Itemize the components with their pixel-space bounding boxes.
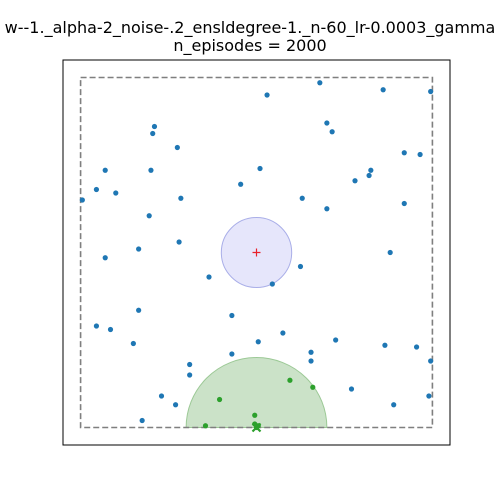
data-point-blue xyxy=(187,361,193,368)
data-point-green xyxy=(310,384,316,390)
data-point-blue xyxy=(417,151,423,158)
data-point-green xyxy=(287,377,293,383)
data-point-blue xyxy=(428,358,434,364)
data-point-blue xyxy=(229,312,235,319)
data-point-blue xyxy=(136,246,142,252)
data-point-blue xyxy=(229,351,235,357)
data-point-blue xyxy=(297,263,304,270)
data-point-blue xyxy=(428,88,434,95)
data-point-blue xyxy=(102,167,108,173)
data-point-blue xyxy=(401,150,407,156)
data-point-blue xyxy=(79,197,85,203)
data-point-blue xyxy=(333,337,339,343)
start-x-marker xyxy=(251,422,262,433)
data-point-blue xyxy=(401,200,407,207)
data-point-blue xyxy=(366,172,372,179)
data-point-blue xyxy=(150,130,156,137)
data-point-blue xyxy=(308,358,314,364)
data-point-blue xyxy=(178,195,184,201)
data-point-blue xyxy=(380,87,386,93)
data-point-green xyxy=(252,412,258,418)
data-point-blue xyxy=(187,372,193,378)
data-point-blue xyxy=(387,249,393,256)
data-point-green xyxy=(202,423,209,429)
data-point-blue xyxy=(151,123,158,130)
data-point-blue xyxy=(348,386,355,392)
data-point-blue xyxy=(174,144,180,151)
data-point-blue xyxy=(352,178,358,184)
data-point-blue xyxy=(426,393,432,399)
data-point-blue xyxy=(324,206,330,212)
data-point-blue xyxy=(264,92,270,98)
data-point-blue xyxy=(238,181,244,187)
data-point-blue xyxy=(317,80,323,86)
data-point-blue xyxy=(148,167,154,173)
data-point-blue xyxy=(255,339,261,345)
data-point-blue xyxy=(324,120,330,126)
data-point-blue xyxy=(139,417,145,424)
data-point-green xyxy=(216,396,223,403)
data-point-blue xyxy=(107,326,114,333)
data-point-blue xyxy=(93,323,100,329)
data-point-blue xyxy=(206,274,212,280)
data-point-blue xyxy=(93,186,100,193)
data-point-blue xyxy=(308,349,314,355)
data-point-blue xyxy=(176,239,182,245)
data-point-blue xyxy=(113,190,119,196)
chart-title-line-1: w--1._alpha-2_noise-.2_ensldegree-1._n-6… xyxy=(4,18,496,37)
start-region xyxy=(185,357,328,428)
data-point-blue xyxy=(391,402,397,408)
data-point-blue xyxy=(130,340,136,347)
data-point-blue xyxy=(136,307,142,313)
data-point-blue xyxy=(172,402,179,408)
data-point-blue xyxy=(382,342,388,348)
data-point-blue xyxy=(257,165,263,172)
goal-plus-marker xyxy=(252,248,261,257)
data-point-blue xyxy=(269,281,275,287)
data-point-blue xyxy=(158,393,165,399)
data-point-blue xyxy=(413,344,420,350)
data-point-blue xyxy=(102,255,108,261)
chart-title-line-2: n_episodes = 2000 xyxy=(173,36,327,55)
data-point-blue xyxy=(329,129,335,135)
data-point-blue xyxy=(299,195,305,201)
data-point-blue xyxy=(368,167,374,173)
data-point-blue xyxy=(146,213,152,219)
data-point-blue xyxy=(280,330,286,336)
